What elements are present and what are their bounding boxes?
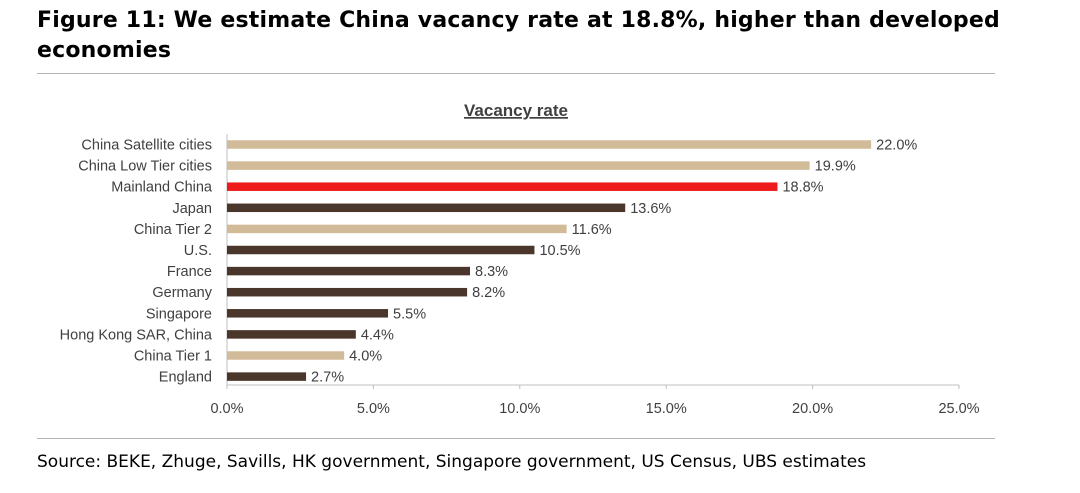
bar [227, 161, 810, 170]
x-tick-label: 0.0% [210, 401, 243, 417]
category-label: China Low Tier cities [78, 159, 212, 175]
x-tick-label: 25.0% [938, 401, 979, 417]
category-label: U.S. [184, 243, 212, 259]
data-label: 11.6% [572, 222, 612, 238]
bar [227, 287, 468, 297]
bar [227, 330, 356, 339]
bar [227, 182, 778, 191]
data-label: 19.9% [815, 159, 856, 175]
data-label: 2.7% [311, 370, 344, 386]
bottom-rule [37, 438, 995, 439]
category-label: China Satellite cities [81, 138, 212, 154]
data-label: 5.5% [393, 306, 426, 322]
data-label: 10.5% [539, 243, 580, 259]
category-label: Mainland China [111, 180, 213, 196]
top-rule [37, 73, 995, 74]
data-label: 8.2% [472, 285, 505, 301]
category-label: Hong Kong SAR, China [60, 327, 213, 343]
bar [227, 351, 345, 360]
category-label: China Tier 2 [134, 222, 212, 238]
data-label: 4.4% [361, 327, 394, 343]
bar [227, 266, 471, 276]
bar [227, 224, 567, 234]
data-label: 22.0% [876, 138, 917, 154]
data-label: 4.0% [349, 349, 382, 365]
bar [227, 309, 389, 318]
data-label: 8.3% [475, 264, 508, 280]
category-label: England [159, 370, 212, 386]
bar [227, 140, 872, 149]
x-tick-label: 20.0% [792, 401, 833, 417]
chart-title: Vacancy rate [464, 101, 568, 120]
category-label: Germany [152, 285, 212, 301]
bar [227, 372, 307, 381]
figure-title: Figure 11: We estimate China vacancy rat… [37, 8, 1000, 63]
category-label: France [167, 264, 212, 280]
category-label: China Tier 1 [134, 349, 212, 365]
source-note: Source: BEKE, Zhuge, Savills, HK governm… [37, 452, 867, 472]
data-label: 13.6% [630, 201, 671, 217]
data-label: 18.8% [782, 180, 823, 196]
x-tick-label: 5.0% [357, 401, 390, 417]
bar [227, 245, 535, 255]
x-tick-label: 10.0% [499, 401, 540, 417]
category-label: Japan [172, 201, 212, 217]
bar [227, 203, 626, 213]
x-tick-label: 15.0% [646, 401, 687, 417]
category-label: Singapore [146, 306, 212, 322]
